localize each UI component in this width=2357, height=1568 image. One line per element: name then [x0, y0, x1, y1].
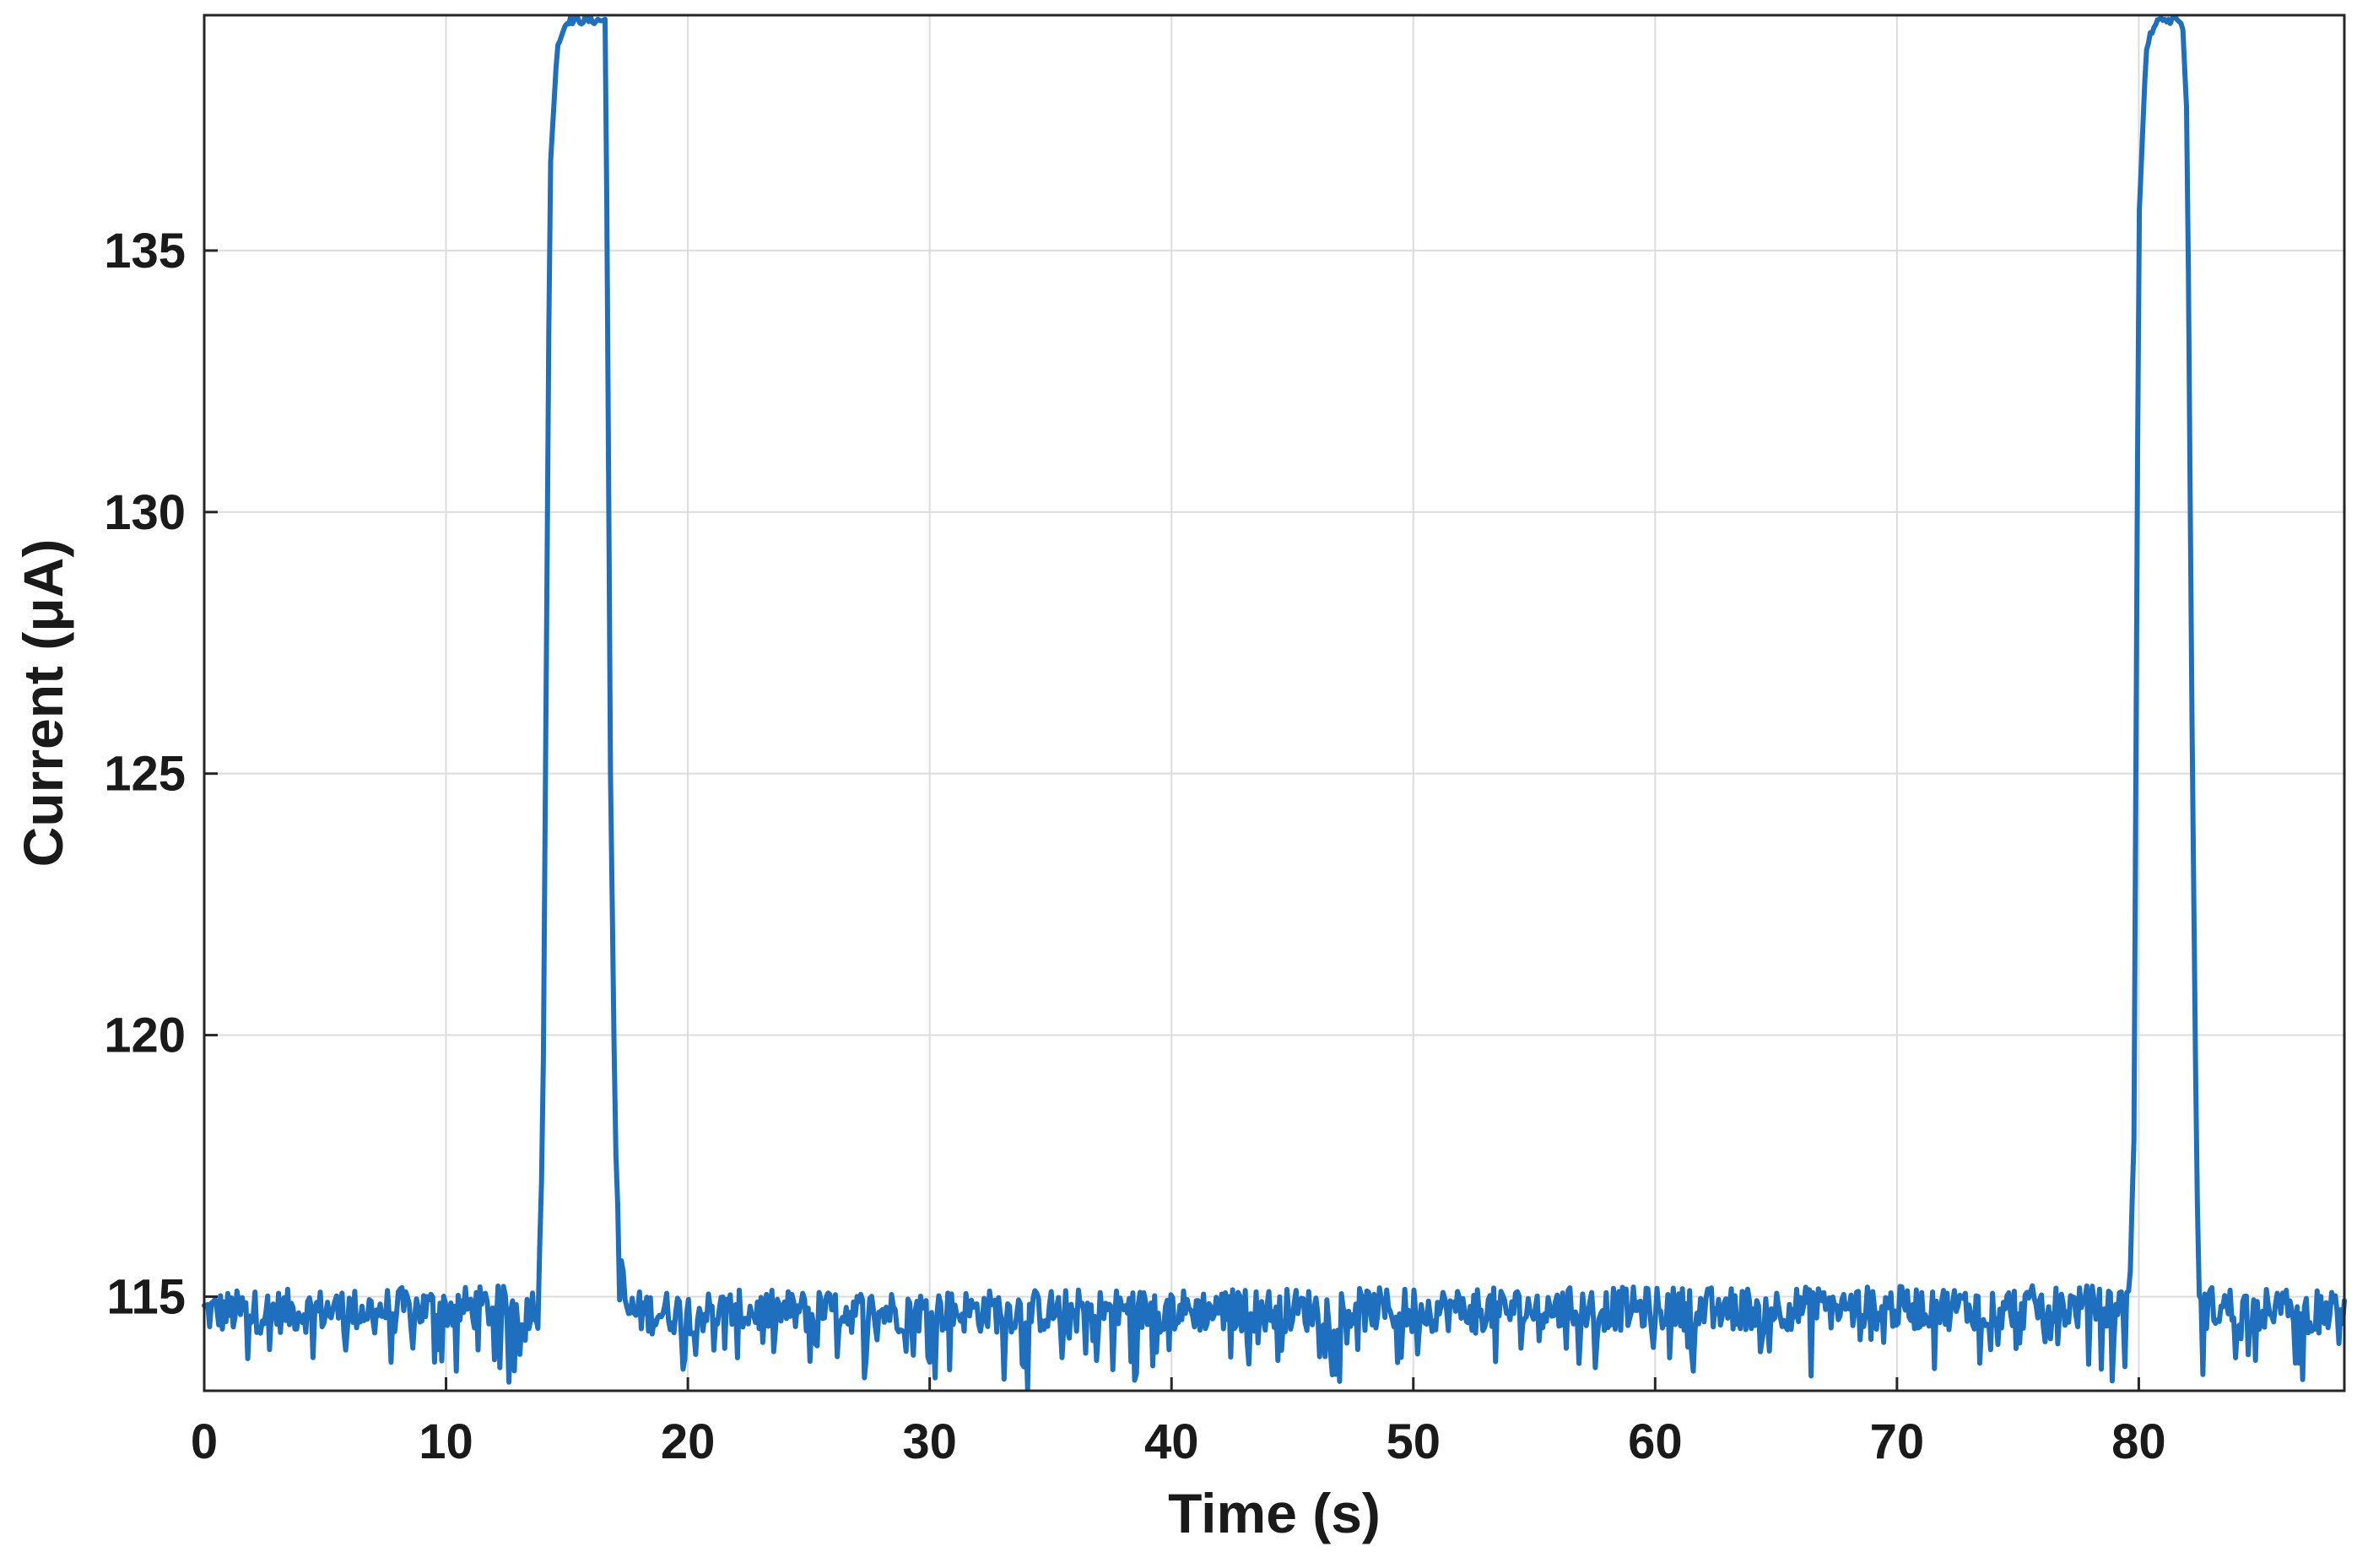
x-tick-label: 0 [191, 1414, 218, 1469]
x-tick-label: 20 [661, 1414, 716, 1469]
y-tick-label: 135 [104, 224, 186, 278]
x-tick-label: 10 [419, 1414, 473, 1469]
series-layer [202, 14, 2347, 1392]
y-tick-label: 120 [104, 1008, 186, 1063]
y-axis-ticks: 115 120 125 130 135 [104, 224, 218, 1324]
y-axis-title: Current (μA) [12, 539, 74, 868]
y-tick-label: 115 [106, 1269, 186, 1324]
x-tick-label: 30 [902, 1414, 957, 1469]
x-axis-ticks: 0 10 20 30 40 50 60 70 80 [191, 1377, 2166, 1469]
x-axis-title: Time (s) [1168, 1482, 1381, 1544]
y-tick-label: 130 [104, 485, 186, 540]
y-tick-label: 125 [104, 747, 186, 802]
x-tick-label: 60 [1628, 1414, 1683, 1469]
grid [203, 15, 2344, 1391]
x-tick-label: 40 [1144, 1414, 1199, 1469]
x-tick-label: 50 [1387, 1414, 1441, 1469]
plot-frame [203, 14, 2346, 1392]
x-tick-label: 70 [1870, 1414, 1925, 1469]
series-line-0 [202, 14, 2347, 1392]
x-tick-label: 80 [2111, 1414, 2166, 1469]
